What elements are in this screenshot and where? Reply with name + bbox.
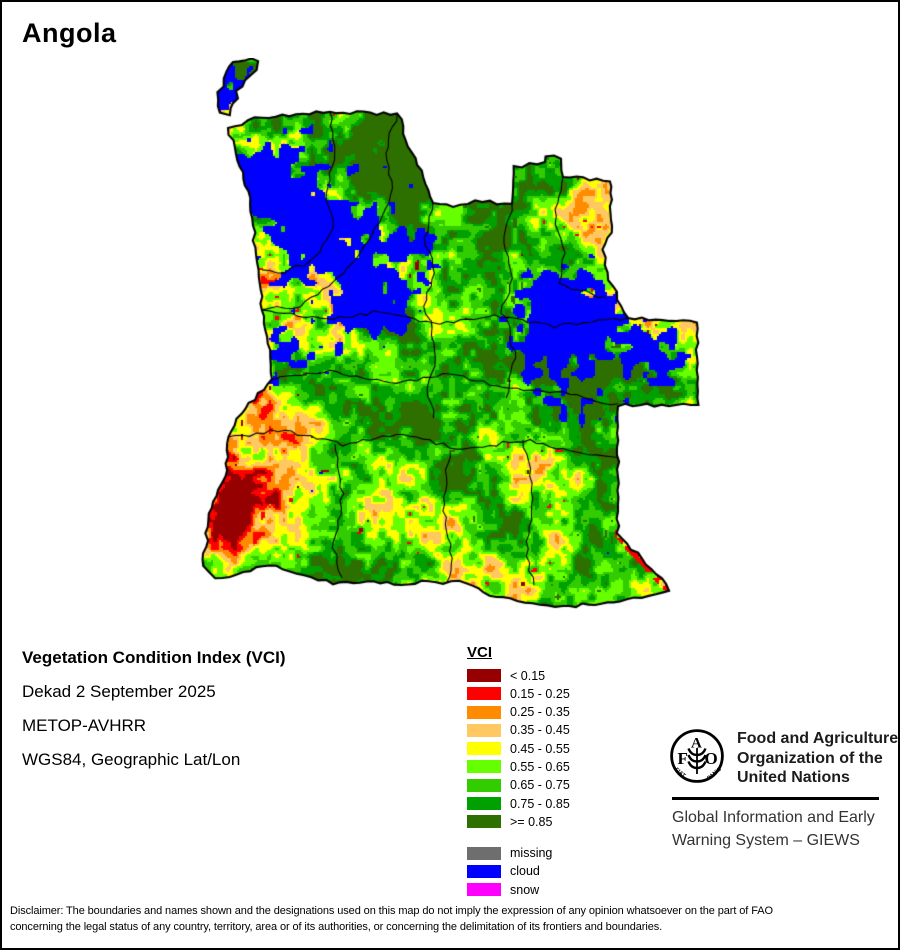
fao-name-line3: United Nations: [737, 769, 850, 786]
fao-logo-icon: F A O FIAT PANIS: [670, 729, 724, 783]
legend-row: missing: [467, 846, 570, 861]
legend-swatch: [467, 797, 501, 811]
vci-legend: VCI < 0.15 0.15 - 0.25 0.25 - 0.35 0.35 - 0…: [467, 644, 570, 902]
fao-block: F A O FIAT PANIS Food and Agriculture Or…: [668, 727, 898, 788]
fao-name-line1: Food and Agriculture: [737, 730, 899, 747]
legend-row: cloud: [467, 864, 570, 879]
fao-divider-rule: [672, 797, 879, 800]
legend-label: 0.15 - 0.25: [510, 686, 570, 701]
legend-swatch: [467, 864, 501, 878]
legend-label: 0.35 - 0.45: [510, 723, 570, 738]
legend-row: < 0.15: [467, 668, 570, 683]
legend-extra-list: missing cloud snow: [467, 846, 570, 897]
legend-label: missing: [510, 846, 553, 861]
legend-row: 0.55 - 0.65: [467, 759, 570, 774]
legend-swatch: [467, 846, 501, 860]
giews-line2: Warning System – GIEWS: [672, 832, 860, 849]
legend-row: 0.15 - 0.25: [467, 686, 570, 701]
disclaimer-line2: concerning the legal status of any count…: [10, 921, 663, 933]
legend-label: 0.75 - 0.85: [510, 796, 570, 811]
map-info-title: Vegetation Condition Index (VCI): [22, 648, 286, 667]
fao-name: Food and Agriculture Organization of the…: [737, 729, 898, 788]
legend-row: 0.35 - 0.45: [467, 723, 570, 738]
map-info-block: Vegetation Condition Index (VCI) Dekad 2…: [22, 648, 286, 784]
legend-title: VCI: [467, 644, 493, 661]
legend-swatch: [467, 778, 501, 792]
legend-label: cloud: [510, 864, 540, 879]
legend-row: snow: [467, 882, 570, 897]
fao-letter-a: A: [691, 736, 702, 752]
legend-label: 0.55 - 0.65: [510, 759, 570, 774]
legend-label: 0.25 - 0.35: [510, 705, 570, 720]
legend-label: 0.45 - 0.55: [510, 741, 570, 756]
legend-row: 0.25 - 0.35: [467, 705, 570, 720]
map-info-projection: WGS84, Geographic Lat/Lon: [22, 750, 241, 769]
legend-row: >= 0.85: [467, 814, 570, 829]
angola-vci-raster-map: [185, 58, 712, 640]
legend-swatch: [467, 669, 501, 682]
legend-swatch: [467, 815, 501, 829]
legend-swatch: [467, 760, 501, 774]
giews-label: Global Information and Early Warning Sys…: [672, 806, 875, 852]
legend-gap: [467, 834, 570, 847]
legend-label: snow: [510, 882, 540, 897]
fao-letter-o: O: [705, 749, 718, 768]
legend-swatch: [467, 705, 501, 719]
legend-label: >= 0.85: [510, 814, 553, 829]
giews-line1: Global Information and Early: [672, 809, 875, 826]
legend-swatch: [467, 723, 501, 737]
legend-row: 0.45 - 0.55: [467, 741, 570, 756]
legend-label: 0.65 - 0.75: [510, 778, 570, 793]
map-info-dekad: Dekad 2 September 2025: [22, 682, 216, 701]
legend-row: 0.75 - 0.85: [467, 796, 570, 811]
disclaimer-line1: Disclaimer: The boundaries and names sho…: [10, 905, 773, 917]
page-title: Angola: [22, 18, 117, 48]
legend-swatch: [467, 742, 501, 756]
fao-name-line2: Organization of the: [737, 749, 883, 767]
disclaimer-text: Disclaimer: The boundaries and names sho…: [10, 903, 895, 935]
legend-row: 0.65 - 0.75: [467, 778, 570, 793]
map-info-sensor: METOP-AVHRR: [22, 716, 147, 735]
legend-swatch: [467, 687, 501, 701]
legend-swatch: [467, 883, 501, 897]
legend-label: < 0.15: [510, 668, 546, 683]
legend-class-list: < 0.15 0.15 - 0.25 0.25 - 0.35 0.35 - 0.45 0…: [467, 668, 570, 829]
fao-letter-f: F: [678, 749, 688, 768]
